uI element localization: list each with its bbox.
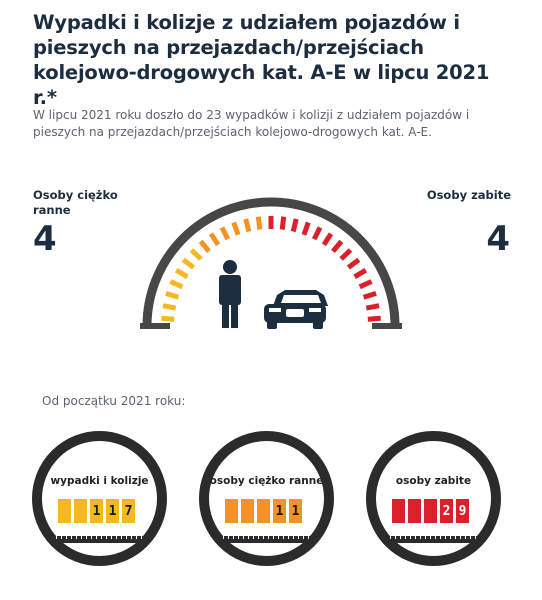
gauge-tick [321, 232, 334, 247]
counter-killed: osoby zabite 2 9 [366, 431, 501, 566]
gauge-tick [339, 248, 353, 261]
gauge-tick [161, 315, 175, 322]
gauge-tick [174, 268, 189, 279]
gauge-tick [365, 303, 380, 311]
gauge-tick [362, 291, 377, 300]
counter-digits: 1 1 [225, 499, 302, 523]
gauge-tick [208, 232, 221, 247]
gauge-tick [353, 268, 368, 279]
counter-digits: 2 9 [392, 499, 469, 523]
counter-injured: osoby ciężko ranne 1 1 [199, 431, 334, 566]
gauge-tick [331, 239, 344, 253]
injured-value: 4 [33, 219, 57, 259]
injured-label: Osoby ciężko ranne [33, 188, 118, 217]
counter-digit [241, 499, 254, 523]
counter-digit: 1 [90, 499, 103, 523]
ruler-strip [390, 536, 477, 543]
killed-label: Osoby zabite [426, 188, 511, 202]
counter-label: osoby ciężko ranne [209, 475, 324, 487]
counter-digits: 1 1 7 [58, 499, 135, 523]
counter-digit: 1 [106, 499, 119, 523]
counter-digit: 9 [456, 499, 469, 523]
counter-digit: 2 [440, 499, 453, 523]
gauge-tick-marks [161, 216, 381, 322]
counter-digit: 7 [122, 499, 135, 523]
since-year-label: Od początku 2021 roku: [42, 394, 186, 408]
intro-text: W lipcu 2021 roku doszło do 23 wypadków … [33, 108, 470, 139]
counter-digit [424, 499, 437, 523]
gauge-tick [301, 221, 311, 236]
counter-digit [392, 499, 405, 523]
counter-digit [257, 499, 270, 523]
car-icon [264, 290, 328, 329]
gauge-tick [358, 279, 373, 290]
gauge-tick [165, 291, 180, 300]
counter-label: osoby zabite [395, 475, 472, 487]
ruler-strip [56, 536, 143, 543]
gauge-tick [279, 216, 287, 230]
gauge-tick [189, 248, 203, 261]
counter-digit [74, 499, 87, 523]
gauge-tick [311, 226, 323, 241]
gauge-tick [290, 218, 299, 233]
gauge-tick [346, 257, 361, 270]
pedestrian-icon [219, 260, 241, 328]
page-title: Wypadki i kolizje z udziałem pojazdów i … [33, 11, 490, 109]
gauge-tick [231, 221, 241, 236]
gauge-tick [162, 303, 177, 311]
gauge-tick [243, 218, 252, 233]
counter-digit [225, 499, 238, 523]
counter-digit [408, 499, 421, 523]
counter-accidents: wypadki i kolizje 1 1 7 [32, 431, 167, 566]
gauge-tick [198, 239, 211, 253]
counter-digit [58, 499, 71, 523]
counter-label: wypadki i kolizje [50, 475, 149, 487]
speedometer-gauge [140, 197, 402, 329]
gauge-tick [181, 257, 196, 270]
gauge-tick [169, 279, 184, 290]
counter-digit: 1 [273, 499, 286, 523]
gauge-tick [367, 315, 381, 322]
gauge-tick [219, 226, 231, 241]
ruler-strip [223, 536, 310, 543]
gauge-tick [255, 216, 263, 230]
gauge-outer-arc [142, 197, 400, 327]
killed-value: 4 [486, 219, 510, 259]
counter-digit: 1 [289, 499, 302, 523]
